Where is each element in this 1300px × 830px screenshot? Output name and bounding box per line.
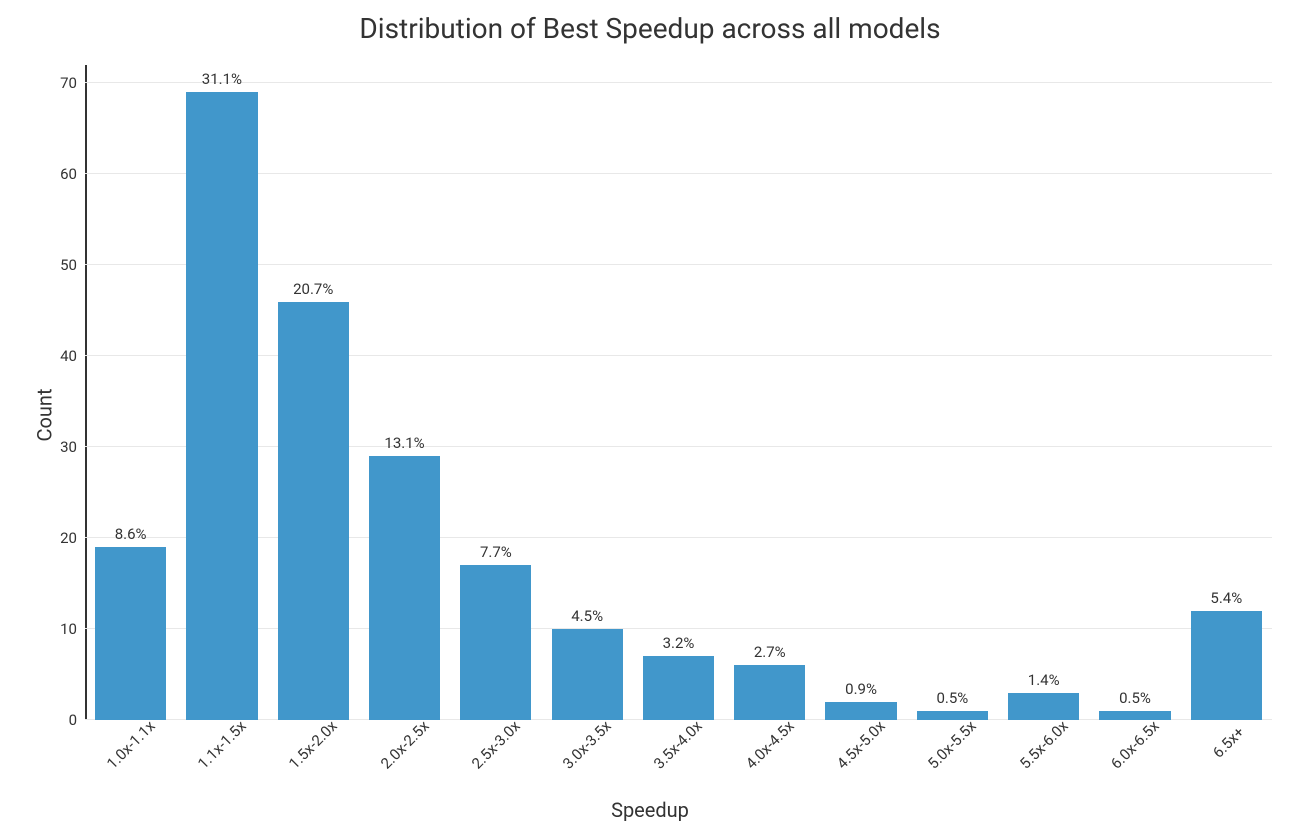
plot-area: 0102030405060708.6%1.0x-1.1x31.1%1.1x-1.… [85,65,1272,720]
bar-slot: 2.7%4.0x-4.5x [724,65,815,720]
bar-percent-label: 3.2% [663,634,695,652]
bar: 8.6% [95,547,166,720]
x-tick-label: 6.0x-6.5x [1107,717,1163,773]
bar-slot: 1.4%5.5x-6.0x [998,65,1089,720]
x-axis-label: Speedup [0,798,1300,822]
bar-slot: 0.5%5.0x-5.5x [907,65,998,720]
bar: 5.4% [1191,611,1262,720]
y-tick-label: 50 [60,256,77,274]
bar-percent-label: 31.1% [202,70,242,88]
y-axis-label: Count [33,388,57,441]
x-tick-label: 2.5x-3.0x [468,717,524,773]
x-tick-label: 4.5x-5.0x [833,717,889,773]
x-tick-label: 3.0x-3.5x [559,717,615,773]
x-tick-label: 1.0x-1.1x [103,717,159,773]
x-tick-label: 1.5x-2.0x [285,717,341,773]
y-tick-label: 0 [69,711,77,729]
bar: 7.7% [460,565,531,720]
bar-slot: 3.2%3.5x-4.0x [633,65,724,720]
bar: 20.7% [278,302,349,720]
bar: 1.4% [1008,693,1079,720]
bar-slot: 0.9%4.5x-5.0x [815,65,906,720]
bar: 3.2% [643,656,714,720]
bar: 13.1% [369,456,440,720]
bar-percent-label: 0.5% [936,689,968,707]
bar-percent-label: 8.6% [115,525,147,543]
bar-slot: 5.4%6.5x+ [1181,65,1272,720]
bar-slot: 0.5%6.0x-6.5x [1089,65,1180,720]
bar-percent-label: 0.5% [1119,689,1151,707]
x-tick-label: 1.1x-1.5x [194,717,250,773]
y-tick-label: 40 [60,347,77,365]
y-tick-label: 30 [60,438,77,456]
y-tick-label: 20 [60,529,77,547]
bar: 31.1% [186,92,257,720]
bar-slot: 13.1%2.0x-2.5x [359,65,450,720]
x-tick-label: 2.0x-2.5x [377,717,433,773]
x-tick-label: 3.5x-4.0x [651,717,707,773]
bar-percent-label: 20.7% [293,280,333,298]
bar-percent-label: 1.4% [1028,671,1060,689]
bar-slot: 7.7%2.5x-3.0x [450,65,541,720]
bar: 0.5% [1099,711,1170,720]
bar-percent-label: 5.4% [1210,589,1242,607]
y-tick-label: 70 [60,74,77,92]
bar-percent-label: 0.9% [845,680,877,698]
bar-percent-label: 4.5% [571,607,603,625]
bar: 4.5% [552,629,623,720]
bar-percent-label: 13.1% [384,434,424,452]
bar: 0.9% [825,702,896,720]
x-tick-label: 5.5x-6.0x [1016,717,1072,773]
x-tick-label: 4.0x-4.5x [742,717,798,773]
x-tick-label: 6.5x+ [1209,723,1248,762]
bar-slot: 4.5%3.0x-3.5x [542,65,633,720]
bar-slot: 31.1%1.1x-1.5x [176,65,267,720]
y-tick-label: 10 [60,620,77,638]
bar-slot: 8.6%1.0x-1.1x [85,65,176,720]
y-tick-label: 60 [60,165,77,183]
bar: 2.7% [734,665,805,720]
x-tick-label: 5.0x-5.5x [925,717,981,773]
bar-percent-label: 7.7% [480,543,512,561]
chart-title: Distribution of Best Speedup across all … [0,12,1300,45]
bar: 0.5% [917,711,988,720]
speedup-distribution-chart: Distribution of Best Speedup across all … [0,0,1300,830]
bar-percent-label: 2.7% [754,643,786,661]
bar-slot: 20.7%1.5x-2.0x [268,65,359,720]
